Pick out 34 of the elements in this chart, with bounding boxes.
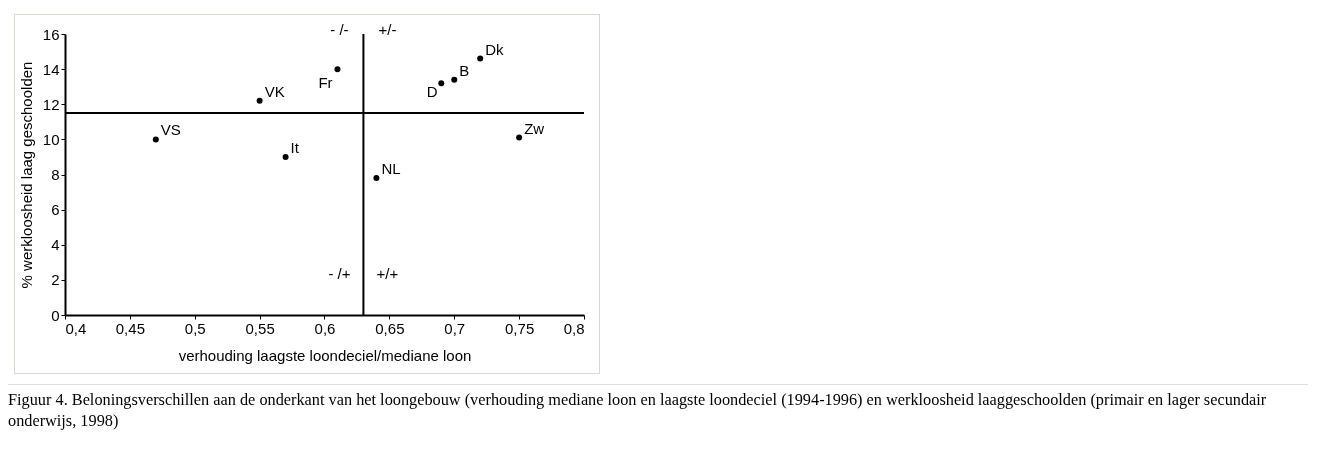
x-tick-label: 0,4 [65,319,87,337]
series-label: B [459,61,470,79]
series-label: D [426,83,438,101]
y-tick-label: 0 [51,306,60,324]
series-label: Zw [524,119,545,137]
series-label: NL [381,160,401,178]
x-axis-title: verhouding laagste loondeciel/mediane loon [178,346,472,364]
x-tick-label: 0,75 [505,319,535,337]
y-tick-label: 12 [42,95,60,113]
series-label: VK [264,82,285,100]
y-tick-label: 4 [51,236,60,254]
x-tick-label: 0,8 [563,319,585,337]
x-tick-label: 0,65 [375,319,405,337]
annotation: - /+ [328,265,351,282]
x-tick-label: 0,45 [115,319,145,337]
y-axis-title: % werkloosheid laag geschoolden [17,61,35,289]
series-label: It [290,138,300,156]
y-tick-label: 10 [42,130,60,148]
y-tick-label: 14 [42,60,60,78]
annotation: +/+ [376,265,399,282]
series-label: Dk [485,40,505,58]
x-tick-label: 0,6 [314,319,336,337]
y-tick-label: 16 [42,25,60,43]
annotation: +/- [378,21,397,38]
text: Figuur 4. Beloningsverschillen aan de onderkant van het loongebouw (verhouding mediane loon en laagste loondeciel (1994-1996) en werkloosheid laaggeschoolden (primair en lager secundair onderwijs, 1998) [8,384,1308,431]
annotation: - /- [330,21,349,38]
y-tick-label: 6 [51,201,60,219]
series-label: Fr [318,74,333,92]
x-tick-label: 0,5 [184,319,206,337]
x-tick-label: 0,7 [444,319,466,337]
y-tick-label: 8 [51,166,60,183]
series-label: VS [160,121,181,139]
y-tick-label: 2 [51,271,60,289]
x-tick-label: 0,55 [245,319,275,337]
